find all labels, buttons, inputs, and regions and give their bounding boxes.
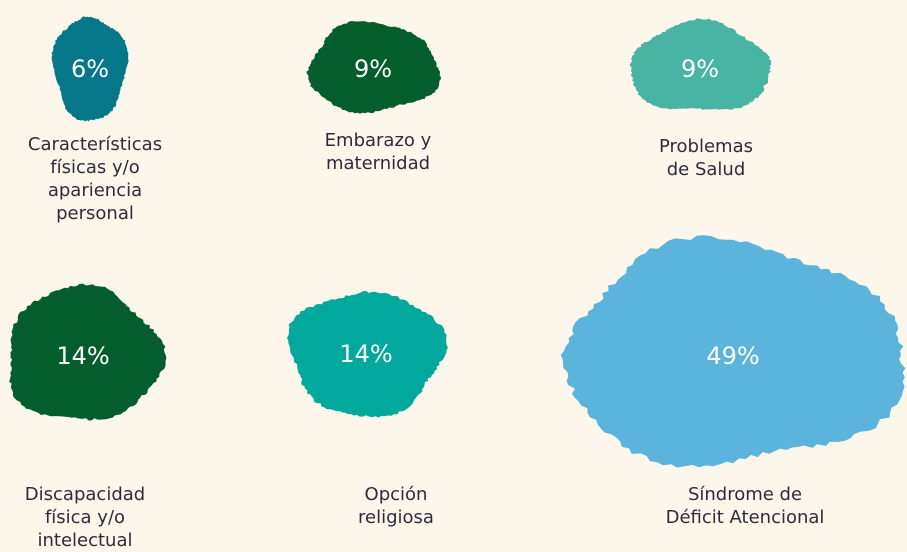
blob (51, 16, 129, 122)
value-label: 9% (354, 55, 392, 83)
value-label: 14% (339, 340, 392, 368)
blob (9, 283, 167, 421)
category-label: Problemas de Salud (659, 136, 753, 180)
category-label: Características físicas y/o apariencia p… (27, 134, 163, 224)
blob (287, 290, 448, 418)
value-label: 49% (706, 342, 759, 370)
category-label: Opción religiosa (358, 484, 434, 528)
category-label: Síndrome de Déficit Atencional (665, 484, 825, 528)
value-label: 9% (681, 55, 719, 83)
value-label: 14% (56, 342, 109, 370)
category-label: Embarazo y maternidad (324, 130, 432, 174)
blob (560, 235, 906, 468)
blob (629, 18, 772, 110)
value-label: 6% (71, 55, 109, 83)
category-label: Discapacidad física y/o intelectual (24, 484, 146, 551)
blob (306, 21, 441, 114)
